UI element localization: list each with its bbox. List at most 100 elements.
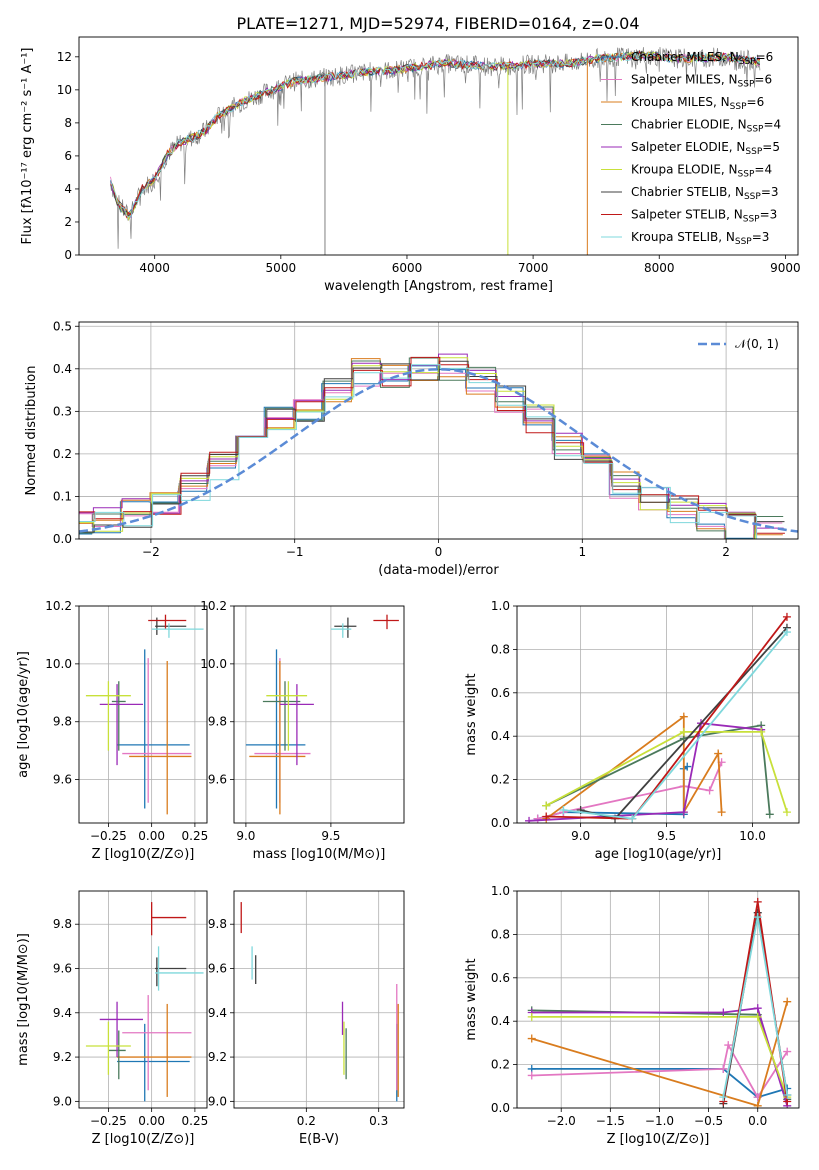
model-line-kroupa-stelib	[110, 51, 761, 218]
panel-mass-vs-ebv: 0.2 0.3 9.0 9.2 9.4 9.6 9.8 E(B-V)	[208, 890, 405, 1147]
legend-label: Chabrier MILES, NSSP=6	[631, 50, 773, 67]
legend-label: Chabrier STELIB, NSSP=3	[631, 185, 779, 202]
panel-weight-vs-age: 9.0 9.5 10.0 0.0 0.2 0.4 0.6 0.8 1.0 age [log10(a…	[464, 599, 800, 862]
errorbar-point-chabrier-elodie	[111, 681, 126, 751]
y-tick-label: 9.8	[53, 715, 72, 729]
data-point-marker	[782, 808, 791, 817]
x-tick-label: −0.25	[90, 829, 127, 843]
legend-label: Salpeter MILES, NSSP=6	[631, 73, 772, 90]
legend-label: Kroupa STELIB, NSSP=3	[631, 230, 769, 247]
data-point-marker	[782, 612, 791, 621]
errorbar-point-salpeter-stelib	[373, 614, 399, 630]
y-tick-label: 0.6	[491, 686, 510, 700]
plot-area	[79, 353, 798, 539]
y-axis-label: age [log10(age/yr)]	[16, 651, 31, 778]
x-tick-label: 9.5	[657, 829, 676, 843]
y-tick-label: 12	[57, 50, 72, 64]
errorbar-point-kroupa-miles	[249, 660, 306, 815]
panel-age-vs-Z: −0.25 0.00 0.25 9.6 9.8 10.0 10.2 Z [log10(Z/Z⊙…	[16, 599, 208, 862]
data-point-marker	[783, 1090, 792, 1099]
x-axis-label: E(B-V)	[299, 1132, 339, 1147]
data-point-marker	[753, 913, 762, 922]
y-tick-label: 10.0	[200, 657, 227, 671]
plot-area	[110, 46, 761, 255]
y-tick-label: 4	[64, 182, 72, 196]
x-tick-label: 2	[722, 545, 730, 559]
axes-frame	[78, 890, 208, 1109]
normal-curve	[79, 368, 798, 533]
data-point-marker	[679, 712, 688, 721]
y-tick-label: 10.2	[200, 599, 227, 613]
y-tick-label: 0.0	[53, 532, 72, 546]
y-tick-label: 10.0	[45, 657, 72, 671]
series-salpeter-elodie	[525, 719, 766, 823]
panel-spectrum: 4000 5000 6000 7000 8000 9000 0 2 4 6 8 10 12 wavelen…	[20, 36, 801, 294]
y-tick-label: 1.0	[491, 884, 510, 898]
errorbar-point-kroupa-elodie	[85, 681, 131, 751]
x-tick-label: −1.5	[596, 1114, 625, 1128]
series-salpeter-miles	[527, 1041, 792, 1102]
x-tick-label: −2	[142, 545, 160, 559]
series-kroupa-stelib	[559, 628, 791, 823]
panel-weight-vs-Z: −2.0 −1.5 −1.0 −0.5 0.0 0.0 0.2 0.4 0.6 0.8 1.0 Z […	[464, 884, 800, 1147]
errorbar-point-chabrier-miles	[117, 649, 190, 809]
errorbar-point-chabrier-miles	[245, 649, 306, 809]
axes-frame	[78, 605, 208, 824]
y-tick-label: 2	[64, 215, 72, 229]
errorbar-point-chabrier-miles	[117, 1023, 190, 1102]
axes-frame	[78, 36, 799, 256]
y-axis-label: Flux [fλ10⁻¹⁷ erg cm⁻² s⁻¹ A⁻¹]	[20, 48, 35, 245]
data-point-marker	[527, 1071, 536, 1080]
x-tick-label: 6000	[392, 261, 423, 275]
legend-label: Chabrier ELODIE, NSSP=4	[631, 118, 781, 135]
x-tick-label: 9000	[770, 261, 801, 275]
data-point-marker	[719, 1093, 728, 1102]
y-tick-label: 9.6	[53, 962, 72, 976]
y-tick-label: 9.6	[53, 773, 72, 787]
data-point-marker	[628, 814, 637, 823]
errorbar-point-salpeter-elodie	[99, 684, 143, 766]
y-tick-label: 8	[64, 116, 72, 130]
data-point-marker	[525, 816, 534, 823]
data-point-marker	[753, 1012, 762, 1021]
data-point-marker	[705, 786, 714, 795]
y-tick-label: 9.4	[208, 1006, 227, 1020]
panel-mass-vs-Z: −0.25 0.00 0.25 9.0 9.2 9.4 9.6 9.8 Z [log10(Z/Z…	[16, 890, 208, 1147]
errorbar-point-kroupa-stelib	[155, 946, 204, 991]
data-point-marker	[724, 1041, 733, 1050]
errorbar-point-kroupa-elodie	[85, 1021, 131, 1075]
histogram-chabrier-stelib	[79, 360, 785, 533]
axes-frame	[78, 321, 799, 540]
data-point-marker	[753, 1004, 762, 1013]
y-tick-label: 0.4	[491, 729, 510, 743]
histogram-kroupa-stelib	[79, 364, 786, 539]
x-tick-label: −0.5	[694, 1114, 723, 1128]
plot-area	[85, 902, 204, 1102]
x-tick-label: 10.0	[739, 829, 766, 843]
errorbar-point-salpeter-miles	[254, 658, 311, 803]
x-tick-label: 1	[578, 545, 586, 559]
data-point-marker	[753, 897, 762, 906]
x-axis-label: wavelength [Angstrom, rest frame]	[324, 279, 553, 294]
errorbar-point-kroupa-stelib	[151, 623, 204, 638]
data-point-marker	[714, 749, 723, 758]
series-kroupa-elodie	[542, 727, 791, 817]
errorbar-point-chabrier-stelib	[155, 957, 187, 987]
y-axis-label: Normed distribution	[24, 366, 39, 496]
data-point-marker	[533, 814, 542, 823]
panel-residuals: −2 −1 0 1 2 0.0 0.1 0.2 0.3 0.4 0.5 (data-model)/er…	[24, 319, 799, 578]
series-line	[545, 731, 788, 813]
data-point-marker	[679, 808, 688, 817]
data-point-marker	[783, 1047, 792, 1056]
x-axis-label: Z [log10(Z/Z⊙)]	[92, 1132, 195, 1147]
x-tick-label: 0	[435, 545, 443, 559]
axes-frame	[233, 890, 405, 1109]
x-tick-label: −1	[286, 545, 304, 559]
y-tick-label: 0.2	[53, 447, 72, 461]
errorbar-point-chabrier-elodie	[262, 681, 301, 751]
data-point-marker	[753, 1101, 762, 1108]
data-point-marker	[542, 801, 551, 810]
data-point-marker	[717, 808, 726, 817]
y-tick-label: 10	[57, 83, 72, 97]
x-tick-label: 5000	[266, 261, 297, 275]
